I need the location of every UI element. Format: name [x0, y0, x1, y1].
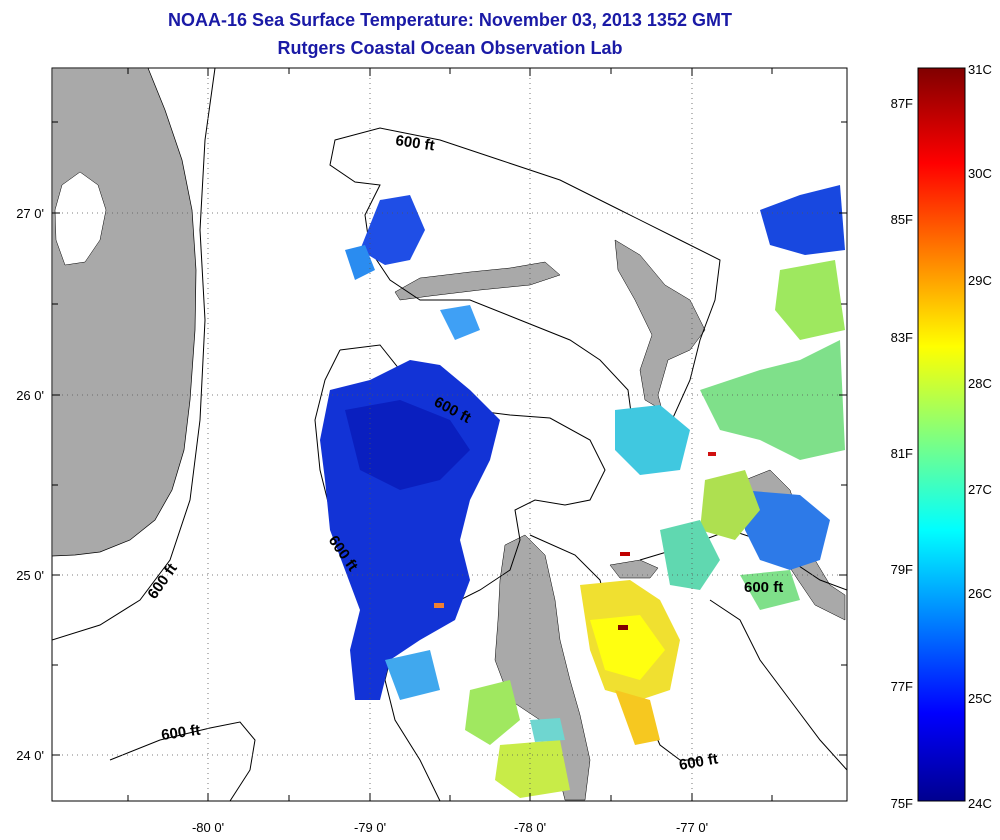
florida-land	[52, 68, 197, 557]
colorbar-fahrenheit-labels: 87F 85F 83F 81F 79F 77F 75F	[891, 96, 913, 811]
lat-tick-label: 27 0'	[16, 206, 44, 221]
map-title: NOAA-16 Sea Surface Temperature: Novembe…	[168, 10, 732, 30]
contour-label: 600 ft	[394, 132, 435, 154]
colorbar-celsius-labels: 31C 30C 29C 28C 27C 26C 25C 24C	[968, 62, 992, 811]
colorbar-fahrenheit-label: 79F	[891, 562, 913, 577]
lon-tick-label: -79 0'	[354, 820, 386, 835]
colorbar-fahrenheit-label: 81F	[891, 446, 913, 461]
lon-tick-label: -77 0'	[676, 820, 708, 835]
colorbar-celsius-label: 25C	[968, 691, 992, 706]
andros-land	[494, 534, 591, 801]
colorbar-celsius-label: 24C	[968, 796, 992, 811]
contour-label: 600 ft	[678, 750, 720, 774]
colorbar-fahrenheit-label: 75F	[891, 796, 913, 811]
contour-label: 600 ft	[744, 579, 783, 596]
lon-tick-label: -78 0'	[514, 820, 546, 835]
colorbar-celsius-label: 29C	[968, 273, 992, 288]
colorbar-fahrenheit-label: 87F	[891, 96, 913, 111]
lon-tick-label: -80 0'	[192, 820, 224, 835]
colorbar-celsius-label: 26C	[968, 586, 992, 601]
colorbar-celsius-label: 31C	[968, 62, 992, 77]
colorbar-fahrenheit-label: 85F	[891, 212, 913, 227]
lat-tick-label: 26 0'	[16, 388, 44, 403]
lake-okeechobee	[54, 171, 107, 266]
colorbar-celsius-label: 27C	[968, 482, 992, 497]
new-providence-land	[609, 559, 659, 579]
frame-ticks	[52, 68, 847, 801]
sst-data	[320, 185, 845, 798]
graticule	[52, 68, 847, 801]
colorbar	[917, 67, 966, 802]
colorbar-celsius-label: 30C	[968, 166, 992, 181]
lat-tick-label: 24 0'	[16, 748, 44, 763]
lat-tick-label: 25 0'	[16, 568, 44, 583]
contour-label: 600 ft	[160, 722, 201, 744]
colorbar-fahrenheit-label: 83F	[891, 330, 913, 345]
colorbar-fahrenheit-label: 77F	[891, 679, 913, 694]
grand-bahama-land	[394, 261, 561, 301]
map-subtitle: Rutgers Coastal Ocean Observation Lab	[277, 38, 623, 58]
colorbar-celsius-label: 28C	[968, 376, 992, 391]
